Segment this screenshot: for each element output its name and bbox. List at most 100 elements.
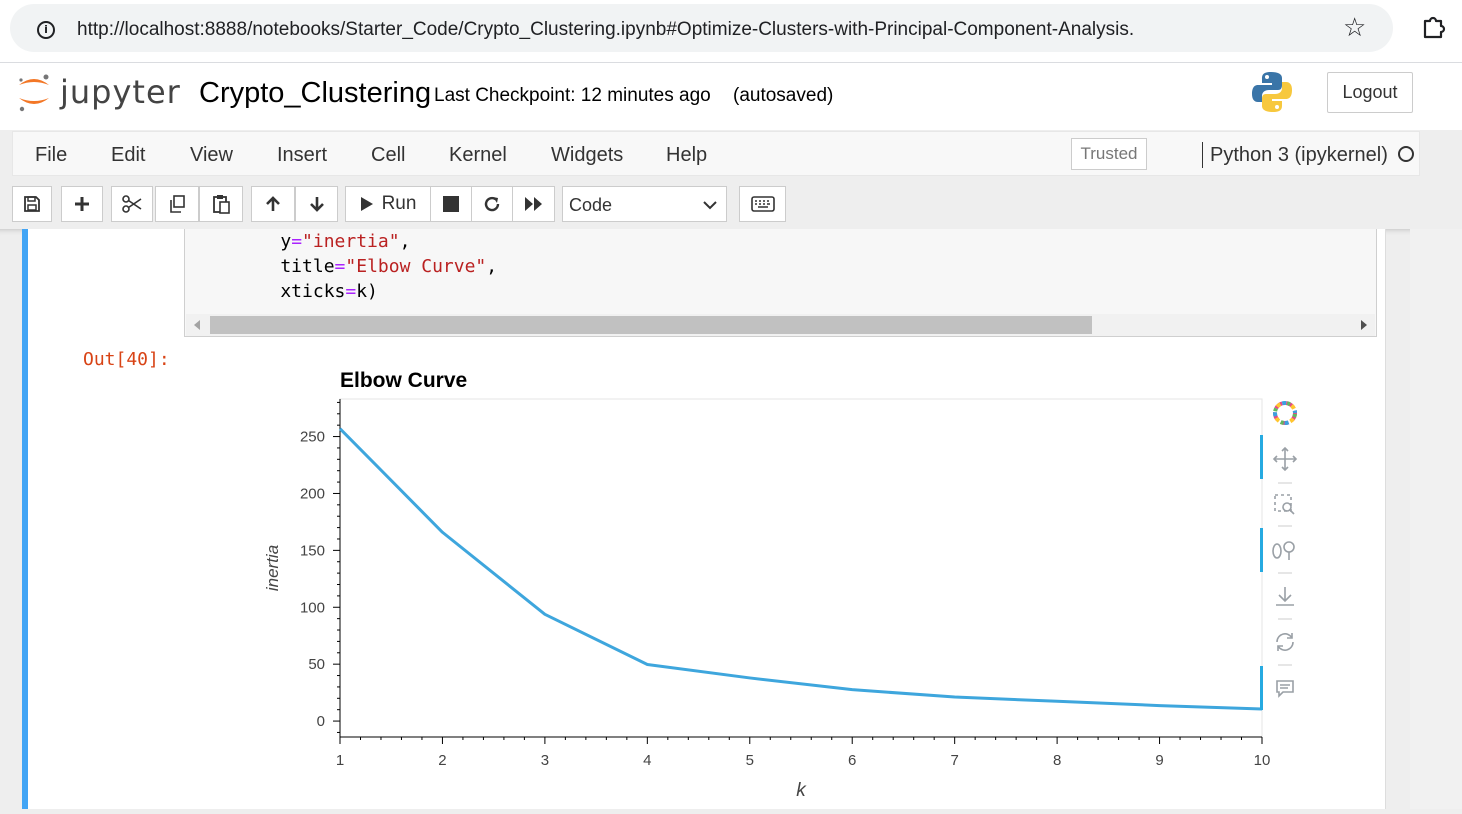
code-token: =	[345, 281, 357, 302]
restart-icon	[484, 196, 500, 212]
bokeh-logo-icon[interactable]	[1273, 401, 1297, 425]
y-tick-label: 0	[317, 713, 325, 730]
series-line[interactable]	[338, 427, 1263, 711]
code-token: ,	[399, 231, 411, 252]
y-tick-label: 50	[308, 656, 325, 673]
interrupt-button[interactable]	[430, 186, 472, 222]
checkpoint-status: Last Checkpoint: 12 minutes ago	[434, 85, 711, 106]
save-button[interactable]	[12, 186, 52, 222]
pan-active-indicator	[1260, 435, 1263, 479]
restart-kernel-button[interactable]	[471, 186, 513, 222]
menu-cell[interactable]: Cell	[371, 144, 406, 166]
elbow-curve-chart[interactable]: 0 50 100 150 200 250 1 2 3 4 5 6 7 8 9 10 Elbow Curve k in…	[250, 360, 1300, 809]
code-line[interactable]: xticks=k)	[237, 281, 378, 302]
scissors-icon	[122, 195, 142, 213]
code-token: title	[237, 256, 335, 277]
chart-title: Elbow Curve	[340, 369, 467, 392]
menubar: File Edit View Insert Cell Kernel Widget…	[12, 131, 1420, 176]
code-token: xticks	[237, 281, 346, 302]
code-token: =	[291, 231, 303, 252]
keyboard-icon	[750, 196, 775, 212]
address-bar[interactable]: i http://localhost:8888/notebooks/Starte…	[10, 4, 1393, 52]
jupyter-logo-icon[interactable]	[16, 71, 52, 113]
x-tick-label: 3	[541, 752, 549, 769]
plot-area[interactable]	[339, 398, 1263, 738]
bookmark-star-icon[interactable]: ☆	[1343, 12, 1367, 42]
site-info-icon[interactable]: i	[37, 21, 55, 39]
arrow-down-icon	[309, 197, 324, 212]
code-line[interactable]: title="Elbow Curve",	[237, 256, 497, 277]
plus-icon	[75, 197, 89, 211]
code-token: "Elbow Curve"	[345, 256, 487, 277]
cell-type-select[interactable]: Code	[562, 186, 727, 222]
scroll-thumb[interactable]	[210, 316, 1092, 334]
python-logo-icon	[1252, 72, 1292, 112]
scroll-right-icon[interactable]	[1361, 320, 1367, 330]
y-tick-label: 150	[300, 542, 325, 559]
save-icon[interactable]	[1276, 587, 1294, 606]
chevron-down-icon	[703, 201, 717, 210]
reset-icon[interactable]	[1276, 633, 1294, 651]
command-palette-button[interactable]	[739, 186, 786, 222]
insert-cell-button[interactable]	[61, 186, 103, 222]
x-tick-label: 9	[1155, 752, 1163, 769]
cut-button[interactable]	[111, 186, 153, 222]
paste-icon	[213, 195, 230, 214]
paste-button[interactable]	[199, 186, 243, 222]
menu-kernel[interactable]: Kernel	[449, 144, 507, 166]
code-token: ,	[486, 256, 498, 277]
hover-active-indicator	[1260, 666, 1263, 710]
x-tick-label: 1	[336, 752, 344, 769]
move-up-button[interactable]	[251, 186, 295, 222]
x-tick-label: 4	[643, 752, 651, 769]
hover-icon[interactable]	[1276, 680, 1294, 698]
cell-type-value: Code	[569, 195, 613, 215]
menu-edit[interactable]: Edit	[111, 144, 146, 166]
notebook-name[interactable]: Crypto_Clustering	[199, 77, 432, 109]
logout-button[interactable]: Logout	[1327, 72, 1413, 113]
autosave-status: (autosaved)	[733, 85, 834, 106]
kernel-separator	[1202, 142, 1203, 168]
menu-widgets[interactable]: Widgets	[551, 144, 624, 166]
menu-insert[interactable]: Insert	[277, 144, 328, 166]
code-token: =	[334, 256, 346, 277]
jupyter-header: jupyter Crypto_Clustering Last Checkpoin…	[0, 63, 1462, 130]
copy-button[interactable]	[155, 186, 199, 222]
code-token: "inertia"	[302, 231, 400, 252]
menu-file[interactable]: File	[35, 144, 68, 166]
code-token: k)	[356, 281, 378, 302]
menu-help[interactable]: Help	[666, 144, 708, 166]
stop-icon	[443, 196, 459, 212]
code-cell-input[interactable]: y="inertia", title="Elbow Curve", xticks…	[184, 229, 1377, 337]
menu-view[interactable]: View	[190, 144, 233, 166]
x-tick-label: 5	[746, 752, 754, 769]
move-down-button[interactable]	[295, 186, 338, 222]
wheel-zoom-icon[interactable]	[1272, 541, 1295, 560]
x-axis-label: k	[796, 780, 807, 801]
x-tick-label: 8	[1053, 752, 1061, 769]
horizontal-scrollbar[interactable]	[186, 314, 1375, 336]
play-icon	[360, 197, 373, 211]
notebook-toolbar: Run	[0, 178, 1462, 228]
x-tick-label: 10	[1254, 752, 1271, 769]
extensions-icon[interactable]	[1420, 12, 1448, 40]
box-zoom-icon[interactable]	[1274, 494, 1295, 515]
x-tick-label: 2	[438, 752, 446, 769]
url-text[interactable]: http://localhost:8888/notebooks/Starter_…	[77, 19, 1135, 40]
code-line[interactable]: y="inertia",	[237, 231, 410, 252]
scroll-left-icon[interactable]	[194, 320, 200, 330]
restart-run-all-button[interactable]	[512, 186, 555, 222]
pan-icon[interactable]	[1272, 446, 1298, 472]
y-tick-label: 200	[300, 485, 325, 502]
selected-cell-indicator	[22, 229, 28, 809]
code-token: y	[237, 231, 292, 252]
y-axis-label: inertia	[263, 545, 282, 591]
copy-icon	[170, 195, 185, 213]
save-icon	[24, 196, 40, 212]
wheel-zoom-active-indicator	[1260, 528, 1263, 572]
run-button[interactable]: Run	[345, 186, 431, 222]
kernel-name[interactable]: Python 3 (ipykernel)	[1210, 144, 1388, 166]
trusted-indicator[interactable]: Trusted	[1071, 138, 1147, 170]
vertical-scrollbar[interactable]	[1410, 229, 1462, 809]
jupyter-logo-text[interactable]: jupyter	[60, 73, 181, 111]
